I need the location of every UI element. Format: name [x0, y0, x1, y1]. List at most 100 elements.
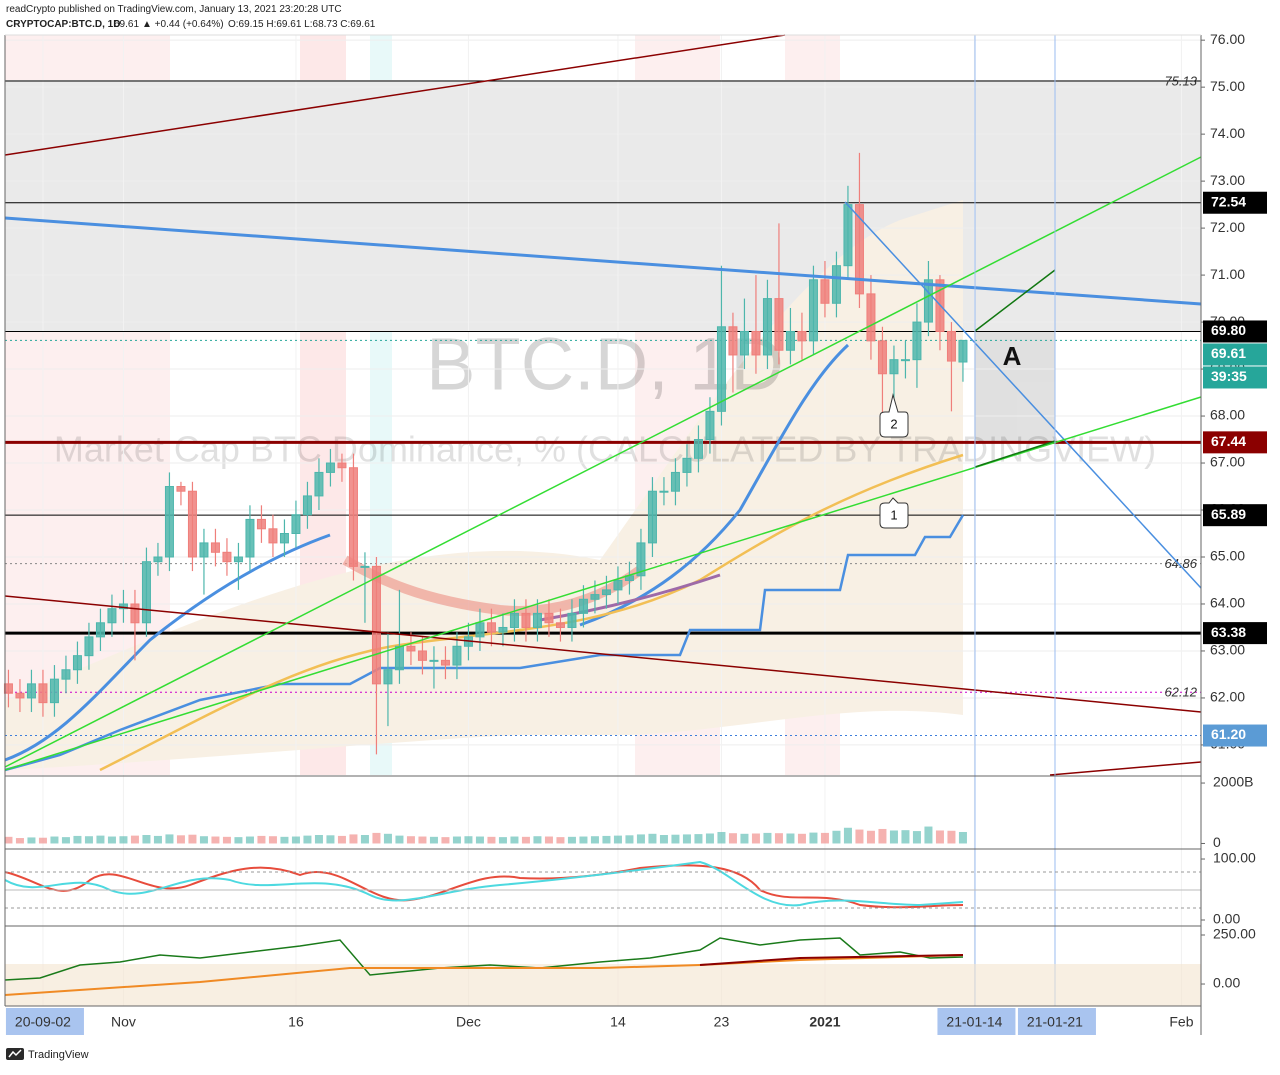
volume-bar — [475, 836, 484, 844]
y-tick-label: 0.00 — [1213, 975, 1240, 991]
candle-body — [728, 326, 738, 356]
y-tick-label: 0.00 — [1213, 911, 1240, 927]
candle-body — [118, 603, 128, 610]
footer: TradingView — [28, 1049, 89, 1061]
x-tick-label: 14 — [610, 1014, 626, 1030]
volume-bar — [510, 836, 519, 844]
volume-bar — [349, 834, 358, 844]
price-label-box — [1203, 431, 1267, 454]
candle-body — [302, 495, 312, 516]
volume-bar — [464, 836, 473, 844]
candle-body — [222, 551, 232, 563]
level-label: 62.12 — [1164, 685, 1197, 700]
candle-body — [360, 565, 370, 568]
candle-body — [233, 556, 243, 563]
volume-bar — [27, 837, 36, 844]
candle-body — [716, 326, 726, 412]
volume-bar — [199, 836, 208, 844]
volume-bar — [705, 833, 714, 844]
candle-body — [187, 490, 197, 558]
volume-bar — [153, 835, 162, 844]
candle-body — [693, 439, 703, 459]
candle-body — [383, 669, 393, 685]
axes: 61.0062.0063.0064.0065.0066.0067.0068.00… — [5, 31, 1267, 1035]
volume-bar — [176, 835, 185, 844]
volume-bar — [498, 837, 507, 844]
candle-body — [923, 279, 933, 323]
candle-body — [647, 490, 657, 544]
last-price: 69.61 — [114, 19, 139, 30]
candle-body — [843, 204, 853, 267]
x-highlight-box — [5, 1008, 84, 1035]
frame — [4, 34, 1202, 1035]
candle-body — [486, 622, 496, 633]
volume-bar — [337, 835, 346, 844]
annotation-a: A — [1003, 341, 1022, 371]
candle-body — [348, 467, 358, 567]
candle-body — [659, 490, 669, 493]
volume-bar — [786, 833, 795, 844]
candle-body — [682, 457, 692, 473]
candle-body — [808, 279, 818, 342]
candle-body — [820, 279, 830, 304]
candle-body — [153, 556, 163, 563]
candle-body — [406, 645, 416, 652]
volume-bar — [797, 833, 806, 844]
y-tick-label: 75.00 — [1210, 78, 1245, 94]
candle-body — [797, 330, 807, 342]
candle-body — [900, 359, 910, 362]
x-highlight-box — [1017, 1008, 1096, 1035]
volume-bar — [326, 835, 335, 844]
candle-body — [325, 462, 335, 473]
x-highlight-box — [937, 1008, 1016, 1035]
volume-bar — [901, 830, 910, 844]
y-tick-label: 64.00 — [1210, 595, 1245, 611]
candle-body — [498, 626, 508, 633]
volume-bar — [222, 836, 231, 844]
candle-body — [590, 594, 600, 600]
ohlc: O:69.15 H:69.61 L:68.73 C:69.61 — [228, 19, 376, 30]
candle-body — [95, 622, 105, 638]
x-tick-label: 16 — [288, 1014, 304, 1030]
volume-bar — [406, 836, 415, 844]
candle-body — [84, 636, 94, 657]
volume-bar — [774, 833, 783, 844]
candle-body — [866, 293, 876, 342]
candle-body — [854, 204, 864, 295]
price-label: 72.54 — [1211, 193, 1246, 209]
candle-body — [452, 645, 462, 666]
x-tick-label: 23 — [714, 1014, 730, 1030]
publisher-line: readCrypto published on TradingView.com,… — [6, 4, 342, 15]
candle-body — [785, 330, 795, 351]
candle-body — [831, 265, 841, 304]
y-tick-label: 73.00 — [1210, 172, 1245, 188]
volume-bar — [855, 829, 864, 844]
candle-body — [176, 486, 186, 492]
candle-body — [670, 471, 680, 492]
candle-body — [199, 542, 209, 558]
volume-bar — [268, 836, 277, 844]
candle-body — [337, 462, 347, 469]
y-tick-label: 65.00 — [1210, 548, 1245, 564]
price-label: 67.44 — [1211, 433, 1246, 449]
price-label: 69.61 — [1211, 345, 1246, 361]
candle-body — [38, 683, 48, 704]
indicator-lines — [4, 860, 1201, 1006]
volume-bar — [613, 835, 622, 844]
volume-bar — [395, 835, 404, 844]
volume-bar — [717, 831, 726, 844]
candle-body — [72, 655, 82, 671]
volume-bar — [694, 834, 703, 844]
volume-bar — [234, 837, 243, 844]
candle-body — [268, 528, 278, 544]
symbol: CRYPTOCAP:BTC.D, 1D — [6, 19, 120, 30]
volume-bar — [832, 830, 841, 844]
x-tick-label: 21-01-14 — [946, 1014, 1002, 1030]
volume-bar — [820, 832, 829, 844]
candle-body — [509, 612, 519, 628]
volume-bar — [257, 835, 266, 844]
volume-bar — [878, 828, 887, 844]
volume-bar — [165, 834, 174, 844]
volume-bar — [533, 836, 542, 844]
volume-bar — [947, 830, 956, 844]
